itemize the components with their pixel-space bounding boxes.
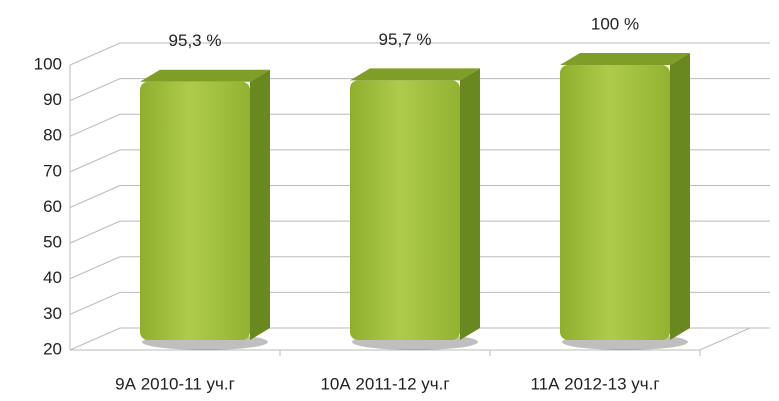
bar [560, 53, 690, 350]
y-tick-label: 100 [34, 54, 62, 73]
bar-top [350, 68, 480, 81]
y-tick-label: 50 [43, 233, 62, 252]
grid-line [69, 291, 770, 315]
x-tick-label: 10А 2011-12 уч.г [320, 374, 449, 393]
y-tick-label: 60 [43, 197, 62, 216]
grid-line [69, 113, 770, 137]
y-tick-label: 80 [43, 126, 62, 145]
y-tick-label: 90 [43, 90, 62, 109]
grid-line [69, 149, 770, 173]
value-label: 100 % [591, 14, 639, 33]
grid-line [69, 78, 770, 102]
x-tick-label: 11А 2012-13 уч.г [530, 374, 659, 393]
bar-top [560, 53, 690, 65]
grid-line [69, 42, 770, 66]
bar [140, 69, 270, 350]
y-tick-label: 20 [43, 339, 62, 358]
bar-front [350, 80, 460, 340]
value-label: 95,7 % [379, 30, 432, 49]
y-tick-label: 30 [43, 304, 62, 323]
bar-front [560, 65, 670, 340]
bar-top [140, 69, 270, 82]
y-tick-label: 70 [43, 161, 62, 180]
bar [350, 68, 480, 350]
bar-side [460, 68, 480, 340]
x-tick-label: 9А 2010-11 уч.г [115, 374, 235, 393]
bar-side [250, 69, 270, 341]
bar-front [140, 81, 250, 341]
grid-line [69, 327, 770, 351]
y-tick-label: 40 [43, 268, 62, 287]
grid-line [69, 185, 770, 208]
grid-line [69, 256, 770, 280]
value-label: 95,3 % [169, 31, 222, 50]
bar-side [670, 53, 690, 340]
grid-line [69, 220, 770, 244]
